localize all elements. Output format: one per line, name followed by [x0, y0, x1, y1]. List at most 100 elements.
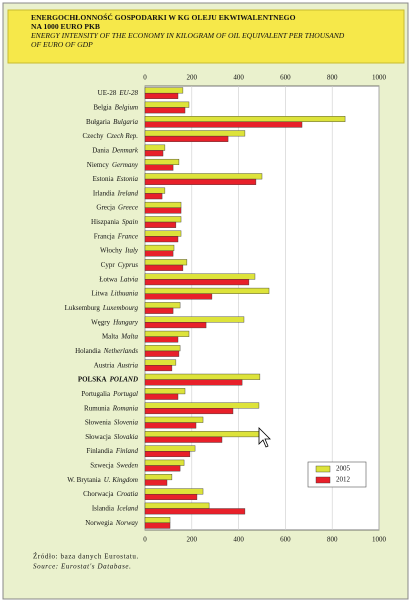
x-tick-label: 200	[187, 536, 198, 544]
bar	[144, 502, 210, 509]
header-box	[7, 9, 405, 64]
bar	[144, 465, 181, 472]
y-tick-label: Irlandia Ireland	[93, 189, 139, 197]
bar	[144, 130, 246, 137]
bar	[144, 508, 246, 515]
category-en: Portugal	[112, 390, 138, 398]
bar	[144, 474, 173, 481]
bar	[144, 244, 175, 251]
category-en: Romania	[112, 404, 139, 412]
category-en: Austria	[116, 361, 138, 369]
category-pl: Szwecja	[90, 461, 114, 469]
category-en: Hungary	[112, 318, 139, 326]
x-tick-label: 400	[233, 536, 244, 544]
x-tick-label: 0	[143, 74, 147, 82]
category-pl: Francja	[94, 232, 116, 240]
category-en: Norway	[115, 518, 139, 526]
bar	[144, 230, 182, 237]
y-tick-label: UE-28 EU-28	[98, 89, 139, 97]
category-pl: Portugalia	[81, 390, 111, 398]
bar	[144, 336, 179, 343]
category-en: POLAND	[110, 375, 138, 383]
bar	[144, 287, 270, 294]
bar	[144, 488, 204, 495]
y-tick-label: Dania Denmark	[92, 146, 139, 154]
y-tick-label: Norwegia Norway	[85, 518, 139, 526]
category-pl: Hiszpania	[91, 218, 120, 226]
bar	[144, 330, 190, 337]
category-pl: Finlandia	[86, 447, 113, 455]
bar	[144, 158, 180, 165]
category-pl: UE-28	[98, 89, 117, 97]
y-tick-label: Łotwa Latvia	[99, 275, 138, 283]
category-pl: Łotwa	[99, 275, 118, 283]
bar	[144, 273, 256, 280]
bar	[144, 359, 177, 366]
cursor	[258, 427, 271, 448]
y-tick-label: Austria Austria	[94, 361, 139, 369]
x-tick-label: 200	[187, 74, 198, 82]
category-en: Latvia	[119, 275, 138, 283]
category-pl: Włochy	[100, 246, 123, 254]
category-en: Czech Rep.	[107, 132, 139, 140]
y-tick-label: Islandia Iceland	[92, 504, 139, 512]
category-en: Belgium	[115, 103, 138, 111]
x-tick-label: 1000	[372, 74, 387, 82]
legend-label: 2005	[336, 465, 351, 473]
bar	[144, 259, 188, 266]
bar	[144, 373, 261, 380]
category-pl: Bułgaria	[86, 117, 111, 125]
y-tick-label: Litwa Lithuania	[91, 289, 138, 297]
category-pl: Malta	[102, 332, 119, 340]
y-tick-label: Malta Malta	[102, 332, 139, 340]
bar	[144, 431, 261, 438]
bar	[144, 408, 234, 415]
chart-subtitle: ENERGY INTENSITY OF THE ECONOMY IN KILOG…	[30, 31, 345, 40]
bar	[144, 107, 186, 114]
y-tick-label: Włochy Italy	[100, 246, 139, 254]
category-pl: Belgia	[93, 103, 112, 111]
y-tick-label: Chorwacja Croatia	[83, 490, 138, 498]
category-pl: W. Brytania	[67, 475, 101, 483]
x-tick-label: 800	[327, 74, 338, 82]
category-en: Lithuania	[110, 289, 139, 297]
bar	[144, 388, 186, 395]
category-en: EU-28	[118, 89, 138, 97]
y-tick-label: Niemcy Germany	[87, 160, 139, 168]
category-en: Denmark	[111, 146, 139, 154]
bar	[144, 345, 181, 352]
category-en: Ireland	[117, 189, 139, 197]
y-tick-label: Luksemburg Luxembourg	[65, 304, 139, 312]
legend-label: 2012	[336, 476, 351, 484]
category-pl: Norwegia	[85, 518, 113, 526]
category-pl: Holandia	[75, 347, 102, 355]
category-pl: Czechy	[83, 132, 104, 140]
category-en: Netherlands	[103, 347, 138, 355]
chart-title: NA 1000 EURO PKB	[31, 22, 100, 31]
bar	[144, 150, 164, 157]
category-en: Italy	[124, 246, 139, 254]
bar	[144, 302, 181, 309]
bar	[144, 116, 346, 123]
bar	[144, 135, 229, 142]
category-pl: Estonia	[93, 175, 115, 183]
category-pl: POLSKA	[78, 375, 107, 383]
y-tick-label: Słowacja Slovakia	[85, 433, 138, 441]
bar	[144, 178, 257, 185]
bar	[144, 522, 171, 529]
bar	[144, 402, 260, 409]
category-pl: Luksemburg	[65, 304, 101, 312]
bar	[144, 216, 182, 223]
category-en: Germany	[112, 160, 139, 168]
bar	[144, 207, 182, 214]
y-tick-label: Bułgaria Bulgaria	[86, 117, 138, 125]
category-pl: Dania	[92, 146, 110, 154]
bar	[144, 121, 303, 128]
y-tick-label: Szwecja Sweden	[90, 461, 138, 469]
bar	[144, 479, 168, 486]
bar	[144, 293, 213, 300]
category-pl: Austria	[94, 361, 116, 369]
x-tick-label: 400	[233, 74, 244, 82]
category-pl: Islandia	[92, 504, 115, 512]
x-tick-label: 1000	[372, 536, 387, 544]
